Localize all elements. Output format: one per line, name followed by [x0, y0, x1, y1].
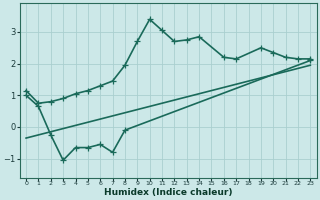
X-axis label: Humidex (Indice chaleur): Humidex (Indice chaleur) — [104, 188, 232, 197]
